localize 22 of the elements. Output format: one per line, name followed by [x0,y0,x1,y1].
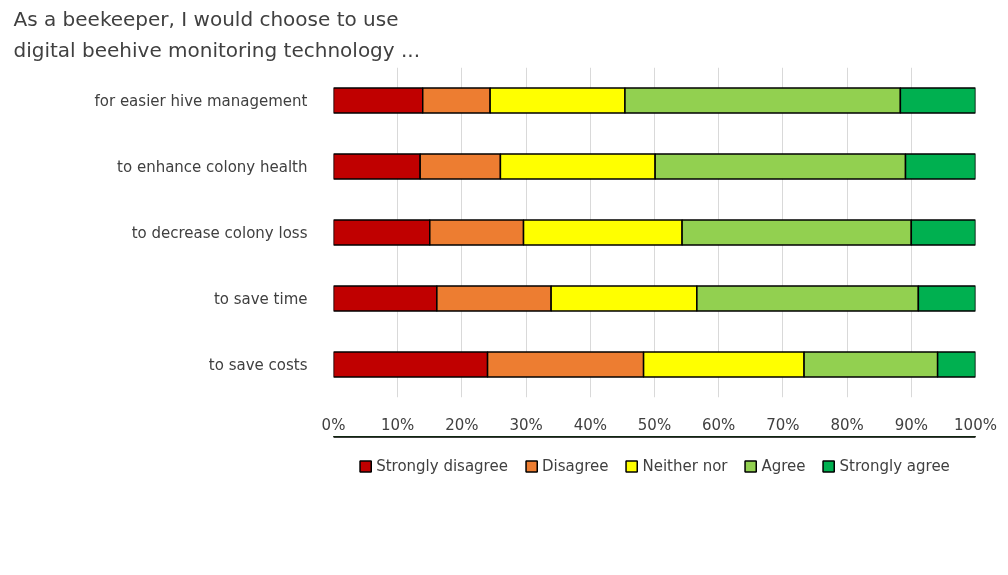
legend-label: Strongly disagree [376,457,508,475]
x-tick-label: 0% [321,415,346,434]
x-tick-label: 10% [381,415,415,434]
x-tick-label: 60% [702,415,736,434]
legend-label: Strongly agree [839,457,950,475]
x-tick-label: 50% [637,415,672,434]
x-tick-label: 100% [954,415,997,434]
legend-label: Agree [761,457,806,475]
y-tick-label: to enhance colony health [117,157,308,176]
x-tick-label: 20% [445,415,479,434]
y-tick-label: for easier hive management [94,91,308,110]
x-tick-label: 70% [766,415,800,434]
x-tick-label: 90% [894,415,928,434]
legend-label: Disagree [541,457,609,475]
x-tick-label: 40% [573,415,607,434]
chart-title: As a beekeeper, I would choose to use digital beehive monitoring technology ... [13,7,421,63]
x-tick-label: 80% [830,415,864,434]
legend-label: Neither nor [642,457,728,475]
y-tick-label: to decrease colony loss [131,223,308,242]
x-tick-label: 30% [509,415,543,434]
y-tick-label: to save costs [208,355,308,374]
y-tick-label: to save time [213,289,308,308]
